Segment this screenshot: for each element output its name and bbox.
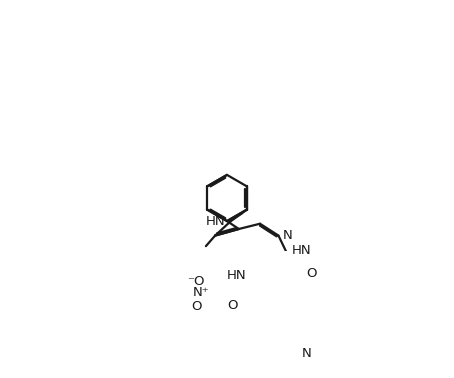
Text: HN: HN [227,270,246,282]
Text: ⁻O: ⁻O [187,274,204,288]
Text: N: N [282,229,292,242]
Text: O: O [227,299,237,312]
Text: HN: HN [291,244,311,257]
Text: N: N [301,347,311,359]
Text: O: O [192,300,202,313]
Text: O: O [306,267,317,280]
Text: HN: HN [206,215,225,228]
Text: N⁺: N⁺ [193,287,210,299]
